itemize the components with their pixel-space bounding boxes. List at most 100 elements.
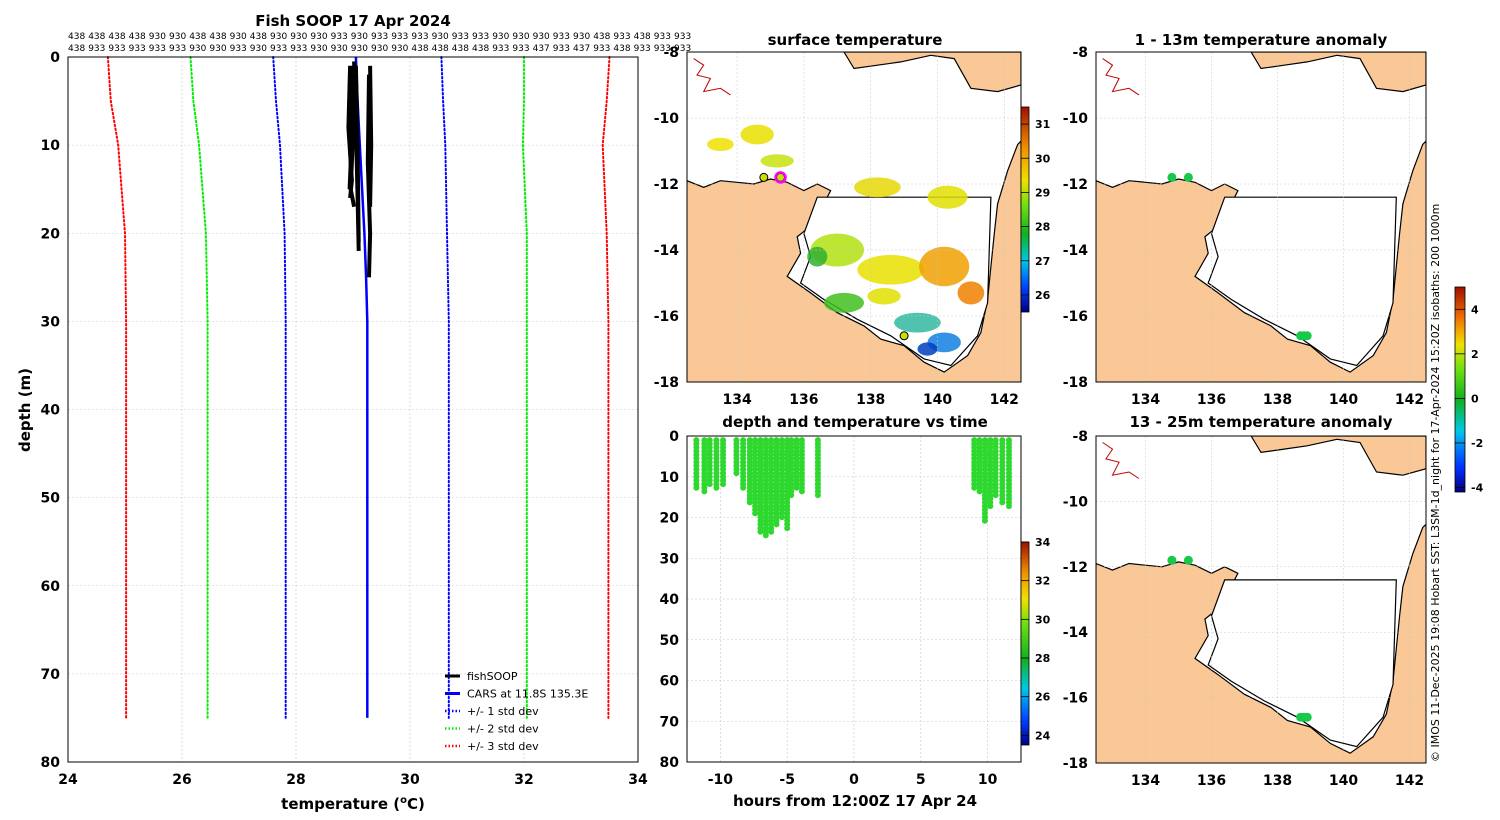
a2-isobath [1102,442,1140,479]
profile-axes-frame [67,56,639,763]
a1-ytick-label: -10 [1063,111,1089,127]
vessel-id: 933 [492,44,509,54]
anomaly-colorbar [1454,286,1466,493]
profile-lines [106,56,611,719]
vessel-id: 438 [209,32,226,42]
profile-line--2-std [189,56,209,719]
depth-time-ytick-label: 0 [669,429,679,445]
profile-ytick-label: 10 [41,138,61,154]
vessel-id: 930 [512,32,529,42]
sst-current-point [774,171,787,184]
vessel-id: 933 [411,32,428,42]
anomaly-shallow-axes-frame [1095,51,1427,383]
a1-xtick-label: 142 [1395,392,1424,408]
anomaly-colorbar-label: -2 [1471,437,1483,450]
vessel-id: 438 [593,32,610,42]
depth-time-x-ticks: -10 -5 0 5 10 [708,772,998,788]
a2-ytick-label: -10 [1063,494,1089,510]
depth-time-point [762,532,769,539]
depth-time-point [814,492,821,499]
vessel-id: 933 [613,32,630,42]
a1-ytick-label: -18 [1063,375,1088,391]
depth-time-ytick-label: 10 [660,470,680,486]
depth-time-title: depth and temperature vs time [722,413,988,431]
vessel-id: 930 [310,44,327,54]
depth-time-point [784,525,791,532]
sst-patch [854,177,901,198]
vessel-id: 930 [492,32,509,42]
vessel-id: 930 [290,32,307,42]
depth-time-point [1005,503,1012,510]
vessel-id: 930 [351,32,368,42]
depth-time-panel: depth and temperature vs time -10 -5 0 5 10 … [660,413,1051,810]
depth-time-point [981,517,988,524]
a1-anomaly-point [1302,331,1312,341]
a1-xtick-label: 140 [1329,392,1358,408]
profile-ytick-label: 80 [41,755,61,771]
sst-patch [807,246,828,267]
vessel-id: 933 [129,44,146,54]
vessel-id: 437 [533,44,550,54]
depth-time-point [971,484,978,491]
sst-patch [957,281,985,305]
vessel-id: 933 [512,44,529,54]
sst-y-ticks: -8 -10 -12 -14 -16 -18 [654,45,680,391]
anomaly-shallow-map-layer [1096,52,1426,382]
anomaly-colorbar-label: 2 [1471,348,1479,361]
profile-title: Fish SOOP 17 Apr 2024 [255,12,451,30]
depth-time-point [713,484,720,491]
vessel-id: 930 [270,32,287,42]
profile-xtick-label: 30 [400,772,420,788]
legend-label: +/- 3 std dev [467,740,539,753]
profile-xtick-label: 28 [286,772,305,788]
a2-ytick-label: -16 [1063,691,1088,707]
depth-time-point [987,503,994,510]
a2-anomaly-point [1183,555,1193,565]
anomaly-colorbar-label: -4 [1471,482,1484,495]
depth-time-point [778,514,785,521]
vessel-id: 438 [68,32,85,42]
vessel-id: 930 [391,44,408,54]
legend-label: CARS at 11.8S 135.3E [467,688,588,701]
sst-patch [760,154,794,168]
anomaly-shallow-y-ticks: -8 -10 -12 -14 -16 -18 [1063,45,1089,391]
depth-time-ytick-label: 20 [660,511,680,527]
sst-ytick-label: -12 [654,177,679,193]
sst-colorbar-ticks: 26 27 28 29 30 31 [1021,118,1051,302]
depth-time-point [757,528,764,535]
vessel-id: 933 [553,44,570,54]
anomaly-shallow-panel: 1 - 13m temperature anomaly 134 136 138 140… [1063,31,1427,408]
sst-track-point [759,172,769,182]
fishsoop-profile [347,74,353,190]
depth-time-grid [687,436,1021,762]
profile-x-ticks: 24 26 28 30 32 34 [58,772,648,788]
profile-ytick-label: 0 [50,50,60,66]
depth-time-colorbar-label: 28 [1035,652,1050,665]
depth-time-ytick-label: 70 [660,714,680,730]
legend-label: fishSOOP [467,670,518,683]
vessel-id: 933 [634,44,651,54]
depth-time-xtick-label: -10 [708,772,734,788]
a2-xtick-label: 136 [1197,773,1226,789]
vessel-id: 438 [411,44,428,54]
sst-ytick-label: -8 [663,45,679,61]
a2-ytick-label: -12 [1063,560,1088,576]
vessel-id: 438 [432,44,449,54]
depth-time-colorbar [1020,541,1030,746]
vessel-id: 930 [209,44,226,54]
profile-ytick-label: 40 [41,403,61,419]
depth-time-ytick-label: 60 [660,674,680,690]
depth-time-point [740,484,747,491]
sst-colorbar-label: 29 [1035,186,1050,199]
depth-time-point [798,488,805,495]
sst-track-points [759,171,909,341]
depth-time-point [999,499,1006,506]
vessel-id: 933 [674,44,691,54]
vessel-id: 930 [230,32,247,42]
vessel-id: 438 [129,32,146,42]
vessel-id: 933 [654,44,671,54]
sst-xtick-label: 136 [789,392,818,408]
depth-time-xlabel: hours from 12:00Z 17 Apr 24 [733,792,977,810]
a2-ytick-label: -14 [1063,625,1089,641]
sst-colorbar [1020,106,1030,313]
